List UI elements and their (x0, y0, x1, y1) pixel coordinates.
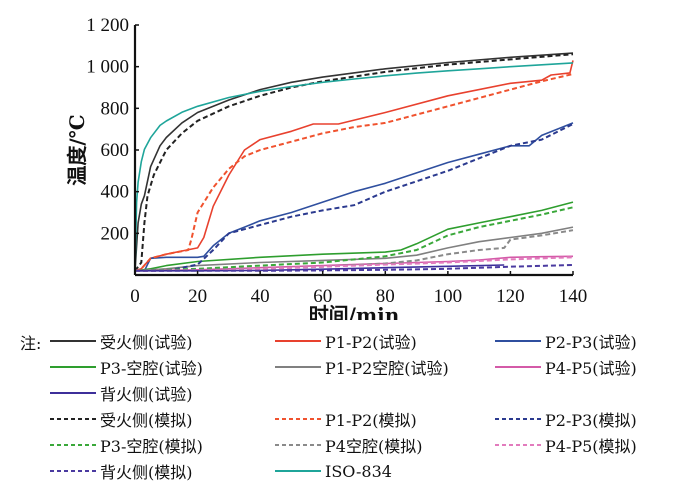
series-line-8 (134, 73, 574, 272)
legend-swatch (50, 340, 96, 342)
legend-label: P3-空腔(模拟) (100, 437, 203, 456)
legend-label: 背火侧(试验) (100, 385, 193, 404)
legend-label: P4-P5(模拟) (545, 437, 637, 456)
series-line-9 (135, 123, 574, 272)
legend: 注: 受火侧(试验) P1-P2(试验) P2-P3(试验) P3-空腔(试验) P1-… (0, 328, 700, 497)
legend-label: P1-P2(模拟) (325, 411, 417, 430)
legend-item: P4-P5(试验) (495, 354, 637, 380)
legend-label: P2-P3(试验) (545, 333, 637, 352)
legend-note: 注: (20, 334, 42, 353)
x-axis-title: 时间/min (309, 303, 400, 320)
series-layer (134, 52, 574, 272)
legend-item: P1-P2(模拟) (275, 406, 417, 432)
legend-label: ISO-834 (325, 461, 392, 481)
legend-item: P4-P5(模拟) (495, 432, 637, 458)
legend-label: P3-空腔(试验) (100, 359, 203, 378)
series-line-1 (134, 60, 574, 272)
y-tick-label: 1 000 (86, 57, 129, 78)
legend-swatch (275, 444, 321, 446)
legend-item: 背火侧(试验) (50, 380, 193, 406)
legend-swatch (275, 340, 321, 342)
legend-item: P3-空腔(试验) (50, 354, 203, 380)
legend-item: P2-P3(模拟) (495, 406, 637, 432)
x-tick-label: 140 (559, 286, 588, 307)
legend-item: P2-P3(试验) (495, 328, 637, 354)
x-tick-label: 40 (251, 286, 270, 307)
x-tick-label: 0 (130, 286, 140, 307)
x-tick-label: 20 (188, 286, 207, 307)
temperature-chart: 0 20 40 60 80 100 120 140 200 400 600 800 1 000 1 200… (65, 15, 587, 320)
y-tick-label: 1 200 (86, 15, 129, 36)
y-tick-label: 200 (101, 223, 130, 244)
legend-swatch (495, 340, 541, 342)
series-line-5 (134, 255, 574, 272)
y-axis-title: 温度/℃ (65, 114, 89, 185)
ticks-layer: 0 20 40 60 80 100 120 140 200 400 600 800 1 000 1 200 (86, 15, 587, 307)
legend-label: P1-P2空腔(试验) (325, 359, 449, 378)
legend-label: P2-P3(模拟) (545, 411, 637, 430)
legend-item: P4空腔(模拟) (275, 432, 422, 458)
legend-swatch (495, 444, 541, 446)
y-tick-label: 800 (101, 98, 130, 119)
series-line-3 (134, 201, 574, 272)
legend-item: 受火侧(试验) (50, 328, 193, 354)
x-tick-label: 100 (434, 286, 463, 307)
legend-swatch (495, 418, 541, 420)
legend-item: 受火侧(模拟) (50, 406, 193, 432)
x-tick-label: 80 (376, 286, 395, 307)
legend-item: ISO-834 (275, 458, 392, 484)
legend-item: P1-P2空腔(试验) (275, 354, 449, 380)
legend-item: 背火侧(模拟) (50, 458, 193, 484)
series-line-13 (135, 264, 574, 272)
legend-label: 受火侧(试验) (100, 333, 193, 352)
legend-swatch (275, 366, 321, 368)
legend-label: 受火侧(模拟) (100, 411, 193, 430)
legend-swatch (50, 392, 96, 394)
legend-swatch (50, 444, 96, 446)
series-line-2 (135, 122, 574, 272)
legend-label: 背火侧(模拟) (100, 463, 193, 482)
legend-label: P1-P2(试验) (325, 333, 417, 352)
legend-label: P4空腔(模拟) (325, 437, 423, 456)
series-line-14 (134, 62, 574, 271)
legend-swatch (275, 470, 321, 472)
series-line-7 (134, 53, 574, 272)
y-tick-label: 400 (101, 182, 130, 203)
series-line-6 (135, 264, 505, 272)
y-tick-label: 600 (101, 140, 130, 161)
series-line-0 (134, 52, 574, 271)
legend-swatch (50, 366, 96, 368)
legend-label: P4-P5(试验) (545, 359, 637, 378)
legend-swatch (495, 366, 541, 368)
x-tick-label: 60 (313, 286, 332, 307)
legend-swatch (50, 418, 96, 420)
x-tick-label: 120 (496, 286, 525, 307)
legend-item: P1-P2(试验) (275, 328, 417, 354)
legend-swatch (50, 470, 96, 472)
legend-swatch (275, 418, 321, 420)
legend-item: P3-空腔(模拟) (50, 432, 203, 458)
